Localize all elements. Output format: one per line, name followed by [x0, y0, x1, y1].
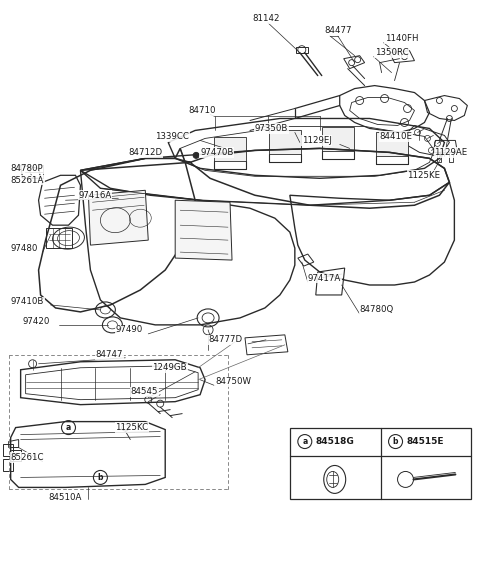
Text: 84712D: 84712D [128, 148, 162, 157]
Text: 84750W: 84750W [215, 377, 251, 386]
Text: 97420: 97420 [23, 318, 50, 327]
Text: 81142: 81142 [252, 14, 279, 23]
Text: b: b [97, 473, 103, 482]
Text: 1339CC: 1339CC [155, 132, 189, 141]
Text: 84710: 84710 [188, 106, 216, 115]
Text: b: b [393, 437, 398, 446]
Text: 85261A: 85261A [11, 176, 44, 185]
Text: 97470B: 97470B [200, 148, 233, 157]
Text: 84747: 84747 [96, 351, 123, 359]
Text: a: a [302, 437, 307, 446]
Text: 85261C: 85261C [11, 453, 44, 462]
Polygon shape [376, 133, 408, 156]
Text: 97410B: 97410B [11, 298, 44, 307]
Text: 84780Q: 84780Q [360, 306, 394, 315]
Text: 84510A: 84510A [48, 493, 82, 502]
Text: 97480: 97480 [11, 244, 38, 253]
Text: 84777D: 84777D [208, 335, 242, 344]
Polygon shape [88, 190, 148, 245]
Text: 1140FH: 1140FH [384, 34, 418, 43]
Text: 1129EJ: 1129EJ [302, 136, 332, 145]
Text: 1129AE: 1129AE [434, 148, 468, 157]
Text: 84515E: 84515E [407, 437, 444, 446]
Text: a: a [66, 423, 71, 432]
Text: 1125KE: 1125KE [408, 171, 441, 180]
Circle shape [193, 152, 199, 158]
Text: 97490: 97490 [115, 325, 143, 335]
Text: 1125KC: 1125KC [115, 423, 148, 432]
Text: 97417A: 97417A [308, 274, 341, 283]
Text: 84477: 84477 [325, 26, 352, 35]
Text: 84545: 84545 [130, 387, 158, 396]
Text: 97350B: 97350B [255, 124, 288, 133]
Text: 84780P: 84780P [11, 164, 43, 173]
Polygon shape [269, 130, 301, 154]
Text: 1350RC: 1350RC [374, 48, 408, 57]
Polygon shape [322, 127, 354, 151]
Polygon shape [175, 200, 232, 260]
Text: 84410E: 84410E [380, 132, 413, 141]
Text: 1249GB: 1249GB [152, 363, 187, 372]
Polygon shape [214, 138, 246, 162]
Text: 84518G: 84518G [316, 437, 355, 446]
Text: 97416A: 97416A [78, 191, 112, 200]
